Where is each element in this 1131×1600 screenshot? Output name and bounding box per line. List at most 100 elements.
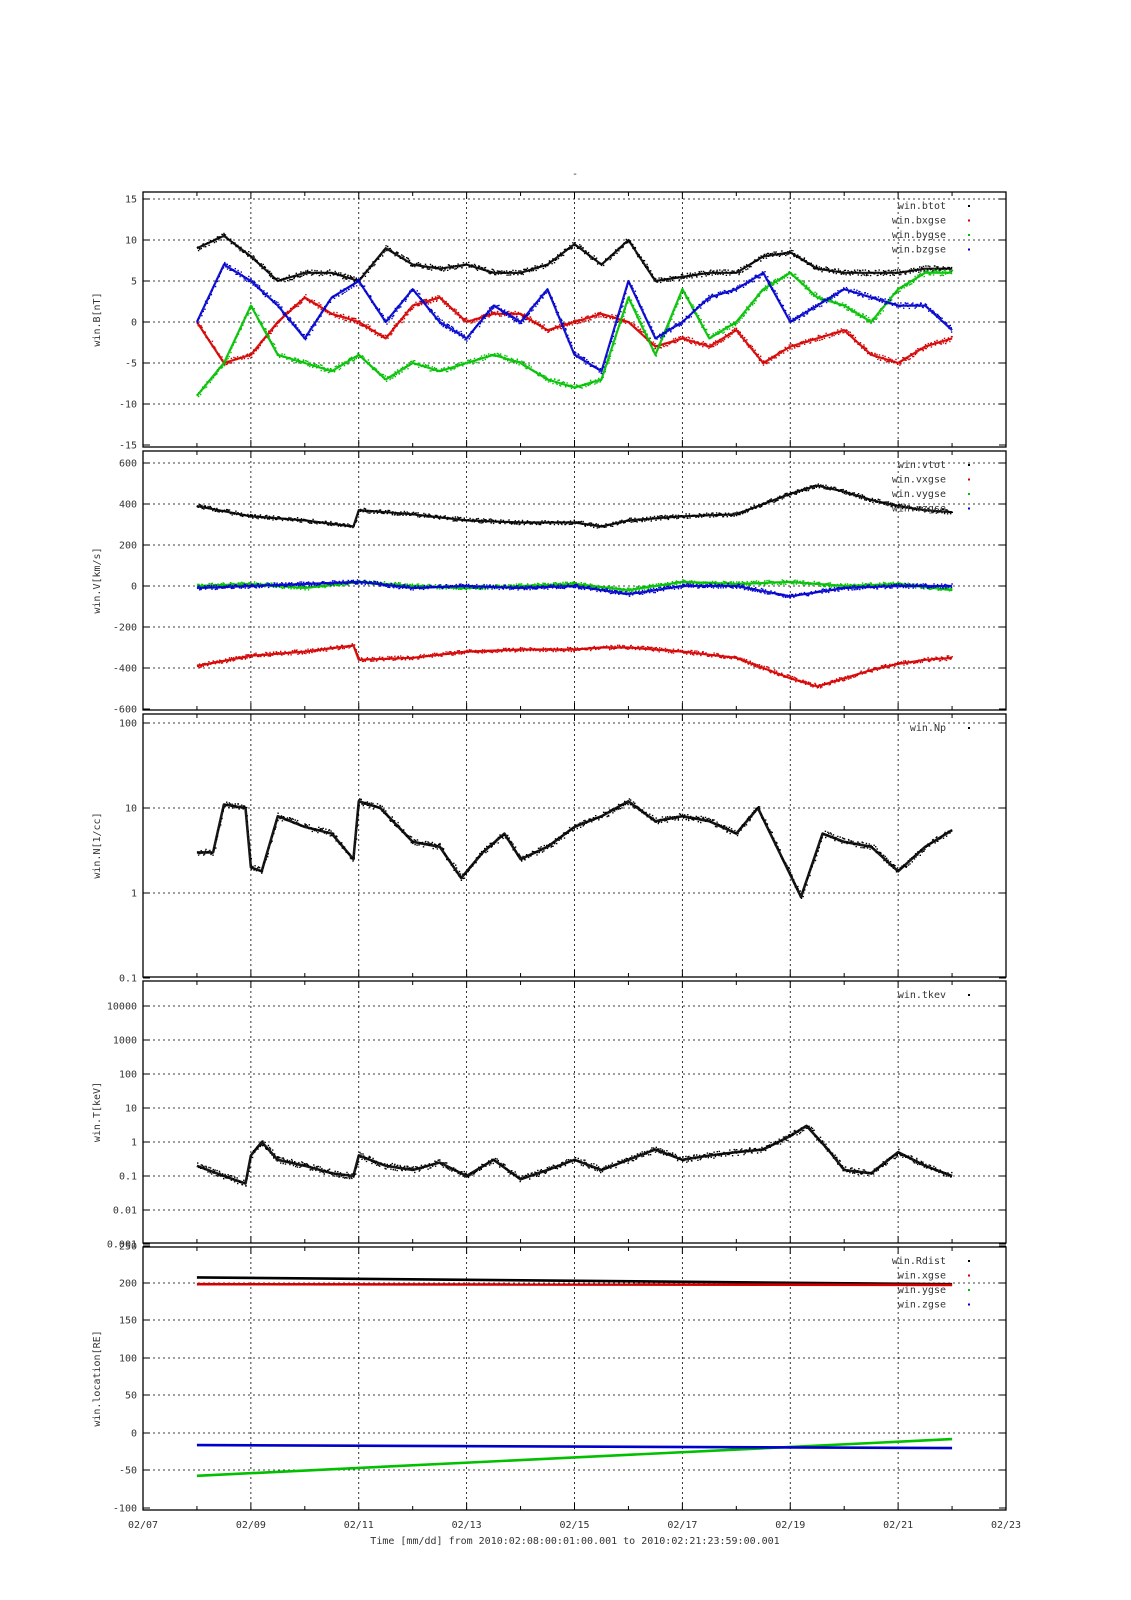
series-points-win-btot	[197, 232, 953, 284]
legend-label: win.Np	[910, 723, 946, 734]
figure-top-title: -	[572, 169, 578, 180]
y-tick-label: 0.1	[119, 1172, 137, 1183]
y-tick-label: 5	[131, 277, 137, 288]
series-points-win-Np	[197, 798, 953, 899]
x-tick-label: 02/07	[128, 1520, 158, 1531]
legend-label: win.vxgse	[892, 475, 946, 486]
y-tick-label: 10	[125, 236, 137, 247]
y-tick-label: -100	[113, 1504, 137, 1515]
y-axis-label: win.B[nT]	[92, 292, 103, 346]
legend-label: win.btot	[898, 201, 946, 212]
legend-marker	[968, 493, 970, 495]
x-tick-label: 02/19	[775, 1520, 805, 1531]
series-trace-win-vxgse	[196, 644, 953, 688]
y-tick-label: 0.001	[107, 1240, 137, 1251]
series-points-win-bygse	[196, 269, 954, 398]
y-tick-label: 200	[119, 541, 137, 552]
y-tick-label: -5	[125, 359, 137, 370]
legend-label: win.tkev	[898, 990, 946, 1001]
panel-data	[196, 1276, 953, 1478]
legend-marker	[968, 1289, 970, 1291]
y-axis-label: win.T[keV]	[92, 1082, 103, 1142]
shared-x-axis: 02/07 02/09 02/11 02/13 02/15 02/17 02/19 02/21…	[128, 1520, 1021, 1531]
y-tick-label: 0	[131, 1429, 137, 1440]
y-tick-label: 10	[125, 804, 137, 815]
panel-5: 250 200 150 100 50 0 -50 -100 win.location[RE] wi…	[92, 1242, 1007, 1515]
y-tick-label: 100	[119, 1354, 137, 1365]
y-tick-label: 0.01	[113, 1206, 137, 1217]
legend-label: win.zgse	[898, 1300, 946, 1311]
panel-data	[195, 232, 954, 398]
y-tick-label: 600	[119, 459, 137, 470]
legend-label: win.bxgse	[892, 216, 946, 227]
legend-label: win.xgse	[898, 1271, 946, 1282]
legend-marker	[968, 248, 970, 251]
legend-marker	[968, 1274, 970, 1277]
y-tick-label: 1	[131, 1138, 137, 1149]
y-tick-label: 400	[119, 500, 137, 511]
series-points-win-tkev	[197, 1125, 953, 1187]
legend-marker	[968, 1260, 970, 1262]
x-tick-label: 02/17	[667, 1520, 697, 1531]
panel-data	[196, 798, 953, 899]
y-axis-label: win.V[km/s]	[92, 547, 103, 613]
y-tick-label: -600	[113, 705, 137, 716]
y-tick-label: 250	[119, 1242, 137, 1253]
legend-label: win.Rdist	[892, 1256, 946, 1267]
series-points-win-vtot	[196, 483, 953, 529]
y-tick-label: -400	[113, 664, 137, 675]
x-tick-label: 02/21	[883, 1520, 913, 1531]
panel-data	[196, 1124, 953, 1187]
y-tick-label: 10000	[107, 1002, 137, 1013]
x-tick-label: 02/11	[344, 1520, 374, 1531]
legend-marker	[968, 219, 970, 222]
y-tick-label: 50	[125, 1391, 137, 1402]
y-tick-label: 150	[119, 1316, 137, 1327]
series-line-win-xgse	[196, 1282, 953, 1287]
x-tick-label: 02/13	[452, 1520, 482, 1531]
panel-data	[196, 483, 953, 689]
panel-2: 600 400 200 0 -200 -400 -600 win.V[km/s] win.vto…	[92, 450, 1007, 716]
legend-label: win.vtot	[898, 460, 946, 471]
series-points-win-vxgse	[197, 643, 953, 689]
legend-label: win.vzgse	[892, 504, 946, 515]
y-tick-label: -200	[113, 623, 137, 634]
panel-4: 10000 1000 100 10 1 0.1 0.01 0.001 win.T[keV] win…	[92, 980, 1007, 1251]
y-tick-label: 15	[125, 195, 137, 206]
y-tick-label: -50	[119, 1466, 137, 1477]
y-tick-label: 0	[131, 318, 137, 329]
y-tick-label: 1	[131, 889, 137, 900]
legend-label: win.vygse	[892, 489, 946, 500]
x-axis-title: Time [mm/dd] from 2010:02:08:00:01:00.00…	[370, 1536, 779, 1547]
legend-marker	[968, 507, 970, 510]
y-tick-label: 0	[131, 582, 137, 593]
series-points-win-vzgse	[197, 579, 953, 599]
legend-label: win.ygse	[898, 1285, 946, 1296]
legend-label: win.bygse	[892, 230, 946, 241]
legend-marker	[968, 727, 970, 729]
series-trace-win-vzgse	[196, 580, 953, 598]
legend-marker	[968, 1303, 970, 1306]
y-axis-label: win.location[RE]	[92, 1330, 103, 1426]
legend-marker	[968, 205, 970, 207]
legend-marker	[968, 478, 970, 481]
y-tick-label: 100	[119, 1070, 137, 1081]
y-tick-label: 0.1	[119, 974, 137, 985]
series-line-win-ygse	[196, 1437, 953, 1478]
y-axis-label: win.N[1/cc]	[92, 812, 103, 878]
x-tick-label: 02/23	[991, 1520, 1021, 1531]
y-tick-label: 200	[119, 1279, 137, 1290]
legend-marker	[968, 464, 970, 466]
series-trace-win-tkev	[196, 1124, 953, 1185]
series-points-win-bzgse	[197, 261, 953, 375]
y-tick-label: 1000	[113, 1036, 137, 1047]
y-tick-label: 100	[119, 719, 137, 730]
y-tick-label: 10	[125, 1104, 137, 1115]
series-line-win-zgse	[196, 1443, 953, 1450]
plot-panels: 151050-5-10-15win.B[nT]win.btotwin.bxgse…	[92, 191, 1007, 1515]
y-tick-label: -10	[119, 400, 137, 411]
legend-label: win.bzgse	[892, 245, 946, 256]
panel-3: 100 10 1 0.1 win.N[1/cc] win.Np	[92, 713, 1007, 985]
panel-1: 15 10 5 0 -5 -10 -15 win.B[nT] win.btot win.bxgse…	[92, 191, 1007, 452]
